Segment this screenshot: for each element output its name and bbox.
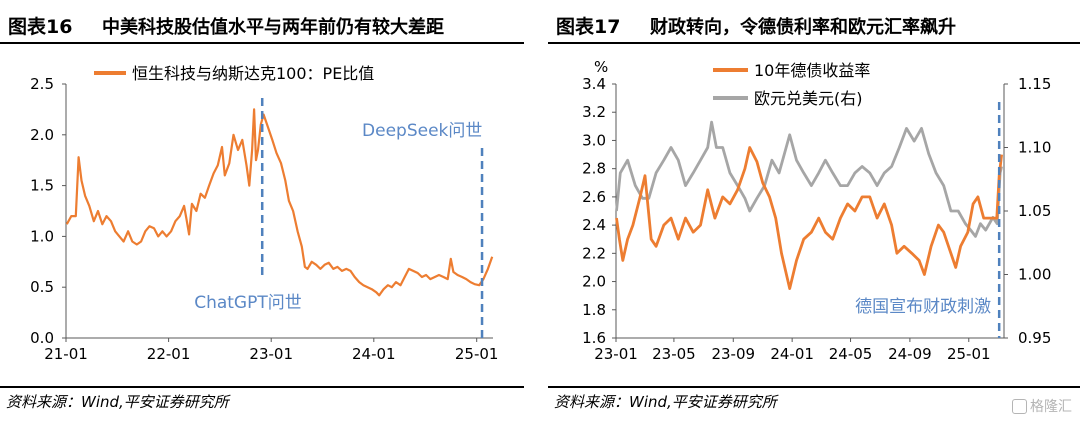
x-tick-label: 24-01: [352, 345, 396, 363]
right-y-tick-label: 1.00: [1018, 266, 1051, 284]
eurusd-series-line: [615, 120, 1003, 238]
right-y-tick-label: 1.10: [1018, 139, 1051, 157]
left-y-tick-label: 2.0: [582, 273, 606, 291]
bund-yield-eurusd-chart: % 1.6 1.8 2.0 2.2 2.4 2.6 2.8 3.0 3.2 3.4 0.95 1.00 1…: [582, 58, 1051, 363]
x-tick-label: 25-01: [455, 345, 499, 363]
pe-ratio-series-line: [65, 108, 494, 297]
y-tick-label: 0.0: [30, 329, 54, 347]
left-y-tick-label: 1.6: [582, 329, 606, 347]
left-y-tick-label: 2.2: [582, 244, 606, 262]
x-tick-label: 23-05: [652, 345, 696, 363]
y-tick-label: 0.5: [30, 278, 54, 296]
x-tick-label: 23-09: [711, 345, 755, 363]
figure-16-title: 中美科技股估值水平与两年前仍有较大差距: [102, 17, 444, 38]
figure-17-title-bar: 图表17 财政转向，令德债利率和欧元汇率飙升: [548, 8, 1080, 44]
x-tick-label: 24-09: [888, 345, 932, 363]
x-tick-label: 24-01: [770, 345, 814, 363]
figure-17-source: 资料来源：Wind,平安证券研究所: [554, 393, 777, 411]
y-tick-label: 2.0: [30, 126, 54, 144]
x-tick-label: 23-01: [594, 345, 638, 363]
watermark-logo-icon: [1012, 398, 1027, 414]
figure-16-panel: 图表16 中美科技股估值水平与两年前仍有较大差距 0.0 0.5 1.0 1.5 2.0…: [0, 0, 524, 422]
x-tick-label: 21-01: [44, 345, 88, 363]
left-y-tick-label: 2.4: [582, 216, 606, 234]
left-y-tick-label: 2.8: [582, 160, 606, 178]
watermark: 格隆汇: [1012, 396, 1072, 416]
left-y-tick-label: 3.0: [582, 131, 606, 149]
right-y-tick-label: 1.15: [1018, 75, 1051, 93]
figure-16-number: 图表16: [8, 16, 73, 38]
figure-17-source-bar: 资料来源：Wind,平安证券研究所: [548, 386, 1080, 416]
left-y-tick-label: 1.8: [582, 301, 606, 319]
x-tick-label: 24-05: [829, 345, 873, 363]
figure-16-title-bar: 图表16 中美科技股估值水平与两年前仍有较大差距: [0, 8, 524, 44]
legend-label-bund-yield: 10年德债收益率: [754, 61, 870, 80]
y-tick-label: 1.0: [30, 227, 54, 245]
fiscal-stimulus-annotation: 德国宣布财政刺激: [855, 297, 991, 317]
figure-16-source: 资料来源：Wind,平安证券研究所: [6, 393, 229, 411]
left-y-tick-label: 3.4: [582, 75, 606, 93]
deepseek-annotation: DeepSeek问世: [362, 121, 482, 141]
figure-17-title: 财政转向，令德债利率和欧元汇率飙升: [650, 17, 956, 38]
y-tick-label: 1.5: [30, 177, 54, 195]
legend-label-eurusd: 欧元兑美元(右): [754, 89, 863, 108]
watermark-text: 格隆汇: [1030, 399, 1072, 415]
left-y-tick-label: 2.6: [582, 188, 606, 206]
legend-label-pe-ratio: 恒生科技与纳斯达克100：PE比值: [132, 64, 374, 83]
left-y-tick-label: 3.2: [582, 103, 606, 121]
x-tick-label: 23-01: [249, 345, 293, 363]
figure-16-source-bar: 资料来源：Wind,平安证券研究所: [0, 386, 524, 416]
x-tick-label: 25-01: [947, 345, 991, 363]
y-tick-label: 2.5: [30, 75, 54, 93]
x-tick-label: 22-01: [147, 345, 191, 363]
left-axis-unit: %: [594, 58, 608, 76]
chatgpt-annotation: ChatGPT问世: [194, 293, 302, 313]
figure-17-panel: 图表17 财政转向，令德债利率和欧元汇率飙升 % 1.6 1.8 2.0 2.2 2.4 2…: [548, 0, 1080, 422]
right-y-tick-label: 1.05: [1018, 202, 1051, 220]
right-y-tick-label: 0.95: [1018, 329, 1051, 347]
figure-17-number: 图表17: [556, 16, 621, 38]
bund-yield-series-line: [615, 146, 1003, 291]
pe-ratio-chart: 0.0 0.5 1.0 1.5 2.0 2.5 21-01 22-01 23-01 24-01 25…: [30, 64, 499, 363]
